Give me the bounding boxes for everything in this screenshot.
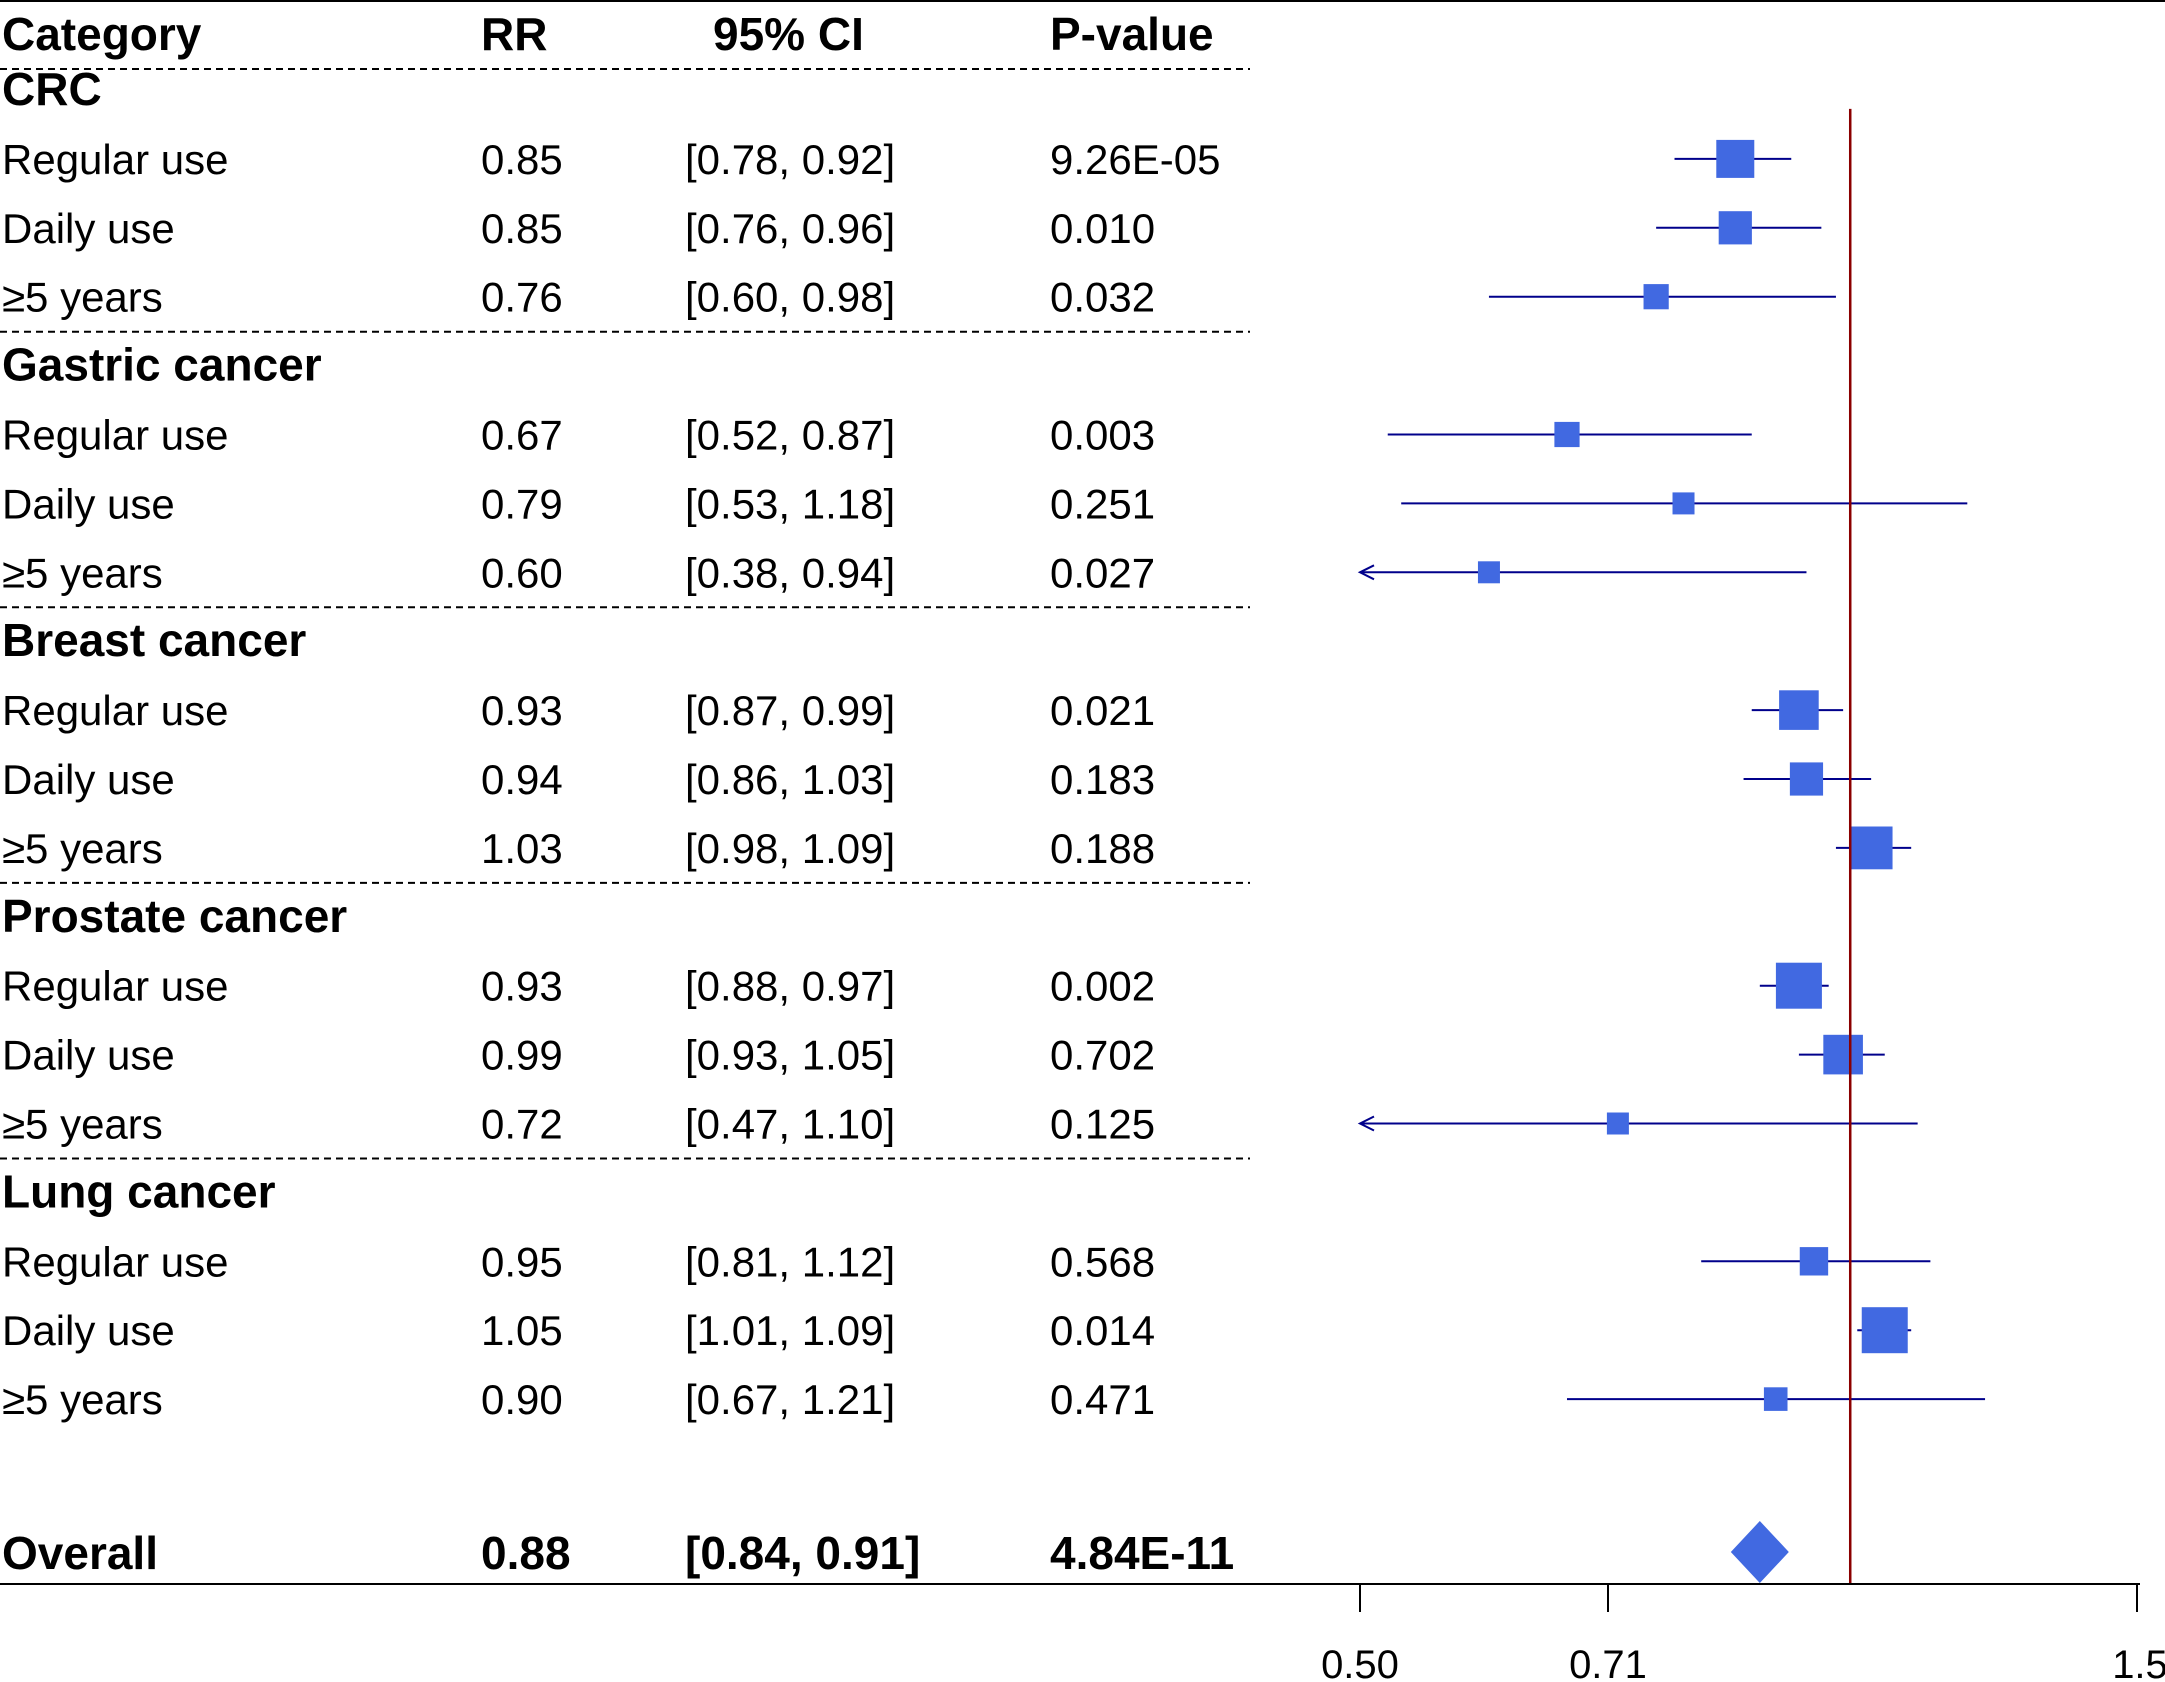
- row-rr: 0.79: [481, 480, 563, 527]
- rr-marker: [1775, 962, 1822, 1009]
- rr-marker: [1789, 762, 1824, 796]
- row-ci: [0.86, 1.03]: [685, 756, 895, 803]
- row-pvalue: 0.568: [1050, 1238, 1155, 1285]
- row-label: Daily use: [2, 1032, 175, 1079]
- rr-marker: [1643, 284, 1669, 310]
- row-rr: 0.94: [481, 756, 563, 803]
- row-rr: 0.90: [481, 1376, 563, 1423]
- row-pvalue: 0.010: [1050, 205, 1155, 252]
- ci-arrow: [1357, 564, 1375, 581]
- row-label: Daily use: [2, 205, 175, 252]
- row-rr: 0.85: [481, 205, 563, 252]
- rr-marker: [1718, 211, 1752, 245]
- rr-marker: [1554, 421, 1580, 448]
- row-ci: [0.98, 1.09]: [685, 825, 895, 872]
- table-layer: CRC Regular use 0.85 [0.78, 0.92] 9.26E-05 Da…: [0, 63, 1250, 1423]
- overall-diamond: [1730, 1521, 1789, 1583]
- overall-pvalue: 4.84E-11: [1050, 1527, 1234, 1579]
- row-pvalue: 0.183: [1050, 756, 1155, 803]
- row-label: Regular use: [2, 136, 228, 183]
- group-title: Gastric cancer: [2, 339, 322, 391]
- row-pvalue: 0.003: [1050, 412, 1155, 459]
- row-label: Daily use: [2, 756, 175, 803]
- row-pvalue: 0.125: [1050, 1101, 1155, 1148]
- header-category: Category: [2, 8, 202, 60]
- group-title: CRC: [2, 63, 102, 115]
- row-label: Regular use: [2, 963, 228, 1010]
- header-pvalue: P-value: [1050, 8, 1214, 60]
- row-label: Regular use: [2, 687, 228, 734]
- row-ci: [0.87, 0.99]: [685, 687, 895, 734]
- row-label: ≥5 years: [2, 274, 163, 321]
- rr-marker: [1823, 1034, 1863, 1075]
- row-ci: [0.53, 1.18]: [685, 480, 895, 527]
- row-label: ≥5 years: [2, 549, 163, 596]
- rr-marker: [1763, 1387, 1788, 1411]
- ci-arrow: [1357, 1115, 1375, 1132]
- row-ci: [1.01, 1.09]: [685, 1307, 895, 1354]
- row-ci: [0.81, 1.12]: [685, 1238, 895, 1285]
- rr-marker: [1861, 1307, 1908, 1354]
- row-label: Regular use: [2, 412, 228, 459]
- header-rr: RR: [481, 8, 547, 60]
- overall-ci: [0.84, 0.91]: [685, 1527, 920, 1579]
- row-rr: 0.76: [481, 274, 563, 321]
- row-rr: 0.93: [481, 687, 563, 734]
- row-label: ≥5 years: [2, 825, 163, 872]
- row-pvalue: 0.021: [1050, 687, 1155, 734]
- row-label: Regular use: [2, 1238, 228, 1285]
- rr-marker: [1716, 139, 1755, 178]
- row-rr: 0.85: [481, 136, 563, 183]
- row-pvalue: 0.188: [1050, 825, 1155, 872]
- row-rr: 0.99: [481, 1032, 563, 1079]
- group-title: Breast cancer: [2, 614, 306, 666]
- row-pvalue: 9.26E-05: [1050, 136, 1220, 183]
- row-pvalue: 0.702: [1050, 1032, 1155, 1079]
- row-ci: [0.47, 1.10]: [685, 1101, 895, 1148]
- group-title: Prostate cancer: [2, 890, 347, 942]
- row-ci: [0.38, 0.94]: [685, 549, 895, 596]
- row-pvalue: 0.027: [1050, 549, 1155, 596]
- group-title: Lung cancer: [2, 1165, 276, 1217]
- row-rr: 0.72: [481, 1101, 563, 1148]
- x-tick-label: 0.71: [1569, 1643, 1647, 1682]
- rr-marker: [1672, 492, 1695, 515]
- row-pvalue: 0.032: [1050, 274, 1155, 321]
- rr-marker: [1799, 1247, 1829, 1276]
- rr-marker: [1606, 1112, 1629, 1135]
- row-rr: 0.67: [481, 412, 563, 459]
- rr-marker: [1849, 826, 1893, 870]
- row-rr: 1.05: [481, 1307, 563, 1354]
- row-rr: 0.95: [481, 1238, 563, 1285]
- row-pvalue: 0.014: [1050, 1307, 1155, 1354]
- row-ci: [0.67, 1.21]: [685, 1376, 895, 1423]
- overall-label: Overall: [2, 1527, 158, 1579]
- rr-marker: [1477, 561, 1500, 584]
- row-ci: [0.93, 1.05]: [685, 1032, 895, 1079]
- rr-marker: [1779, 690, 1819, 730]
- row-ci: [0.52, 0.87]: [685, 412, 895, 459]
- row-ci: [0.88, 0.97]: [685, 963, 895, 1010]
- row-ci: [0.76, 0.96]: [685, 205, 895, 252]
- row-rr: 1.03: [481, 825, 563, 872]
- row-label: ≥5 years: [2, 1376, 163, 1423]
- x-tick-label: 0.50: [1321, 1643, 1399, 1682]
- row-ci: [0.78, 0.92]: [685, 136, 895, 183]
- row-label: Daily use: [2, 480, 175, 527]
- x-axis: 0.50 0.71 1.5: [1321, 1584, 2165, 1682]
- row-pvalue: 0.471: [1050, 1376, 1155, 1423]
- overall-rr: 0.88: [481, 1527, 571, 1579]
- marks-layer: [1357, 108, 1986, 1584]
- x-tick-label: 1.5: [2112, 1643, 2165, 1682]
- header-ci: 95% CI: [713, 8, 864, 60]
- row-rr: 0.60: [481, 549, 563, 596]
- row-label: Daily use: [2, 1307, 175, 1354]
- row-label: ≥5 years: [2, 1101, 163, 1148]
- row-ci: [0.60, 0.98]: [685, 274, 895, 321]
- row-pvalue: 0.002: [1050, 963, 1155, 1010]
- row-pvalue: 0.251: [1050, 480, 1155, 527]
- row-rr: 0.93: [481, 963, 563, 1010]
